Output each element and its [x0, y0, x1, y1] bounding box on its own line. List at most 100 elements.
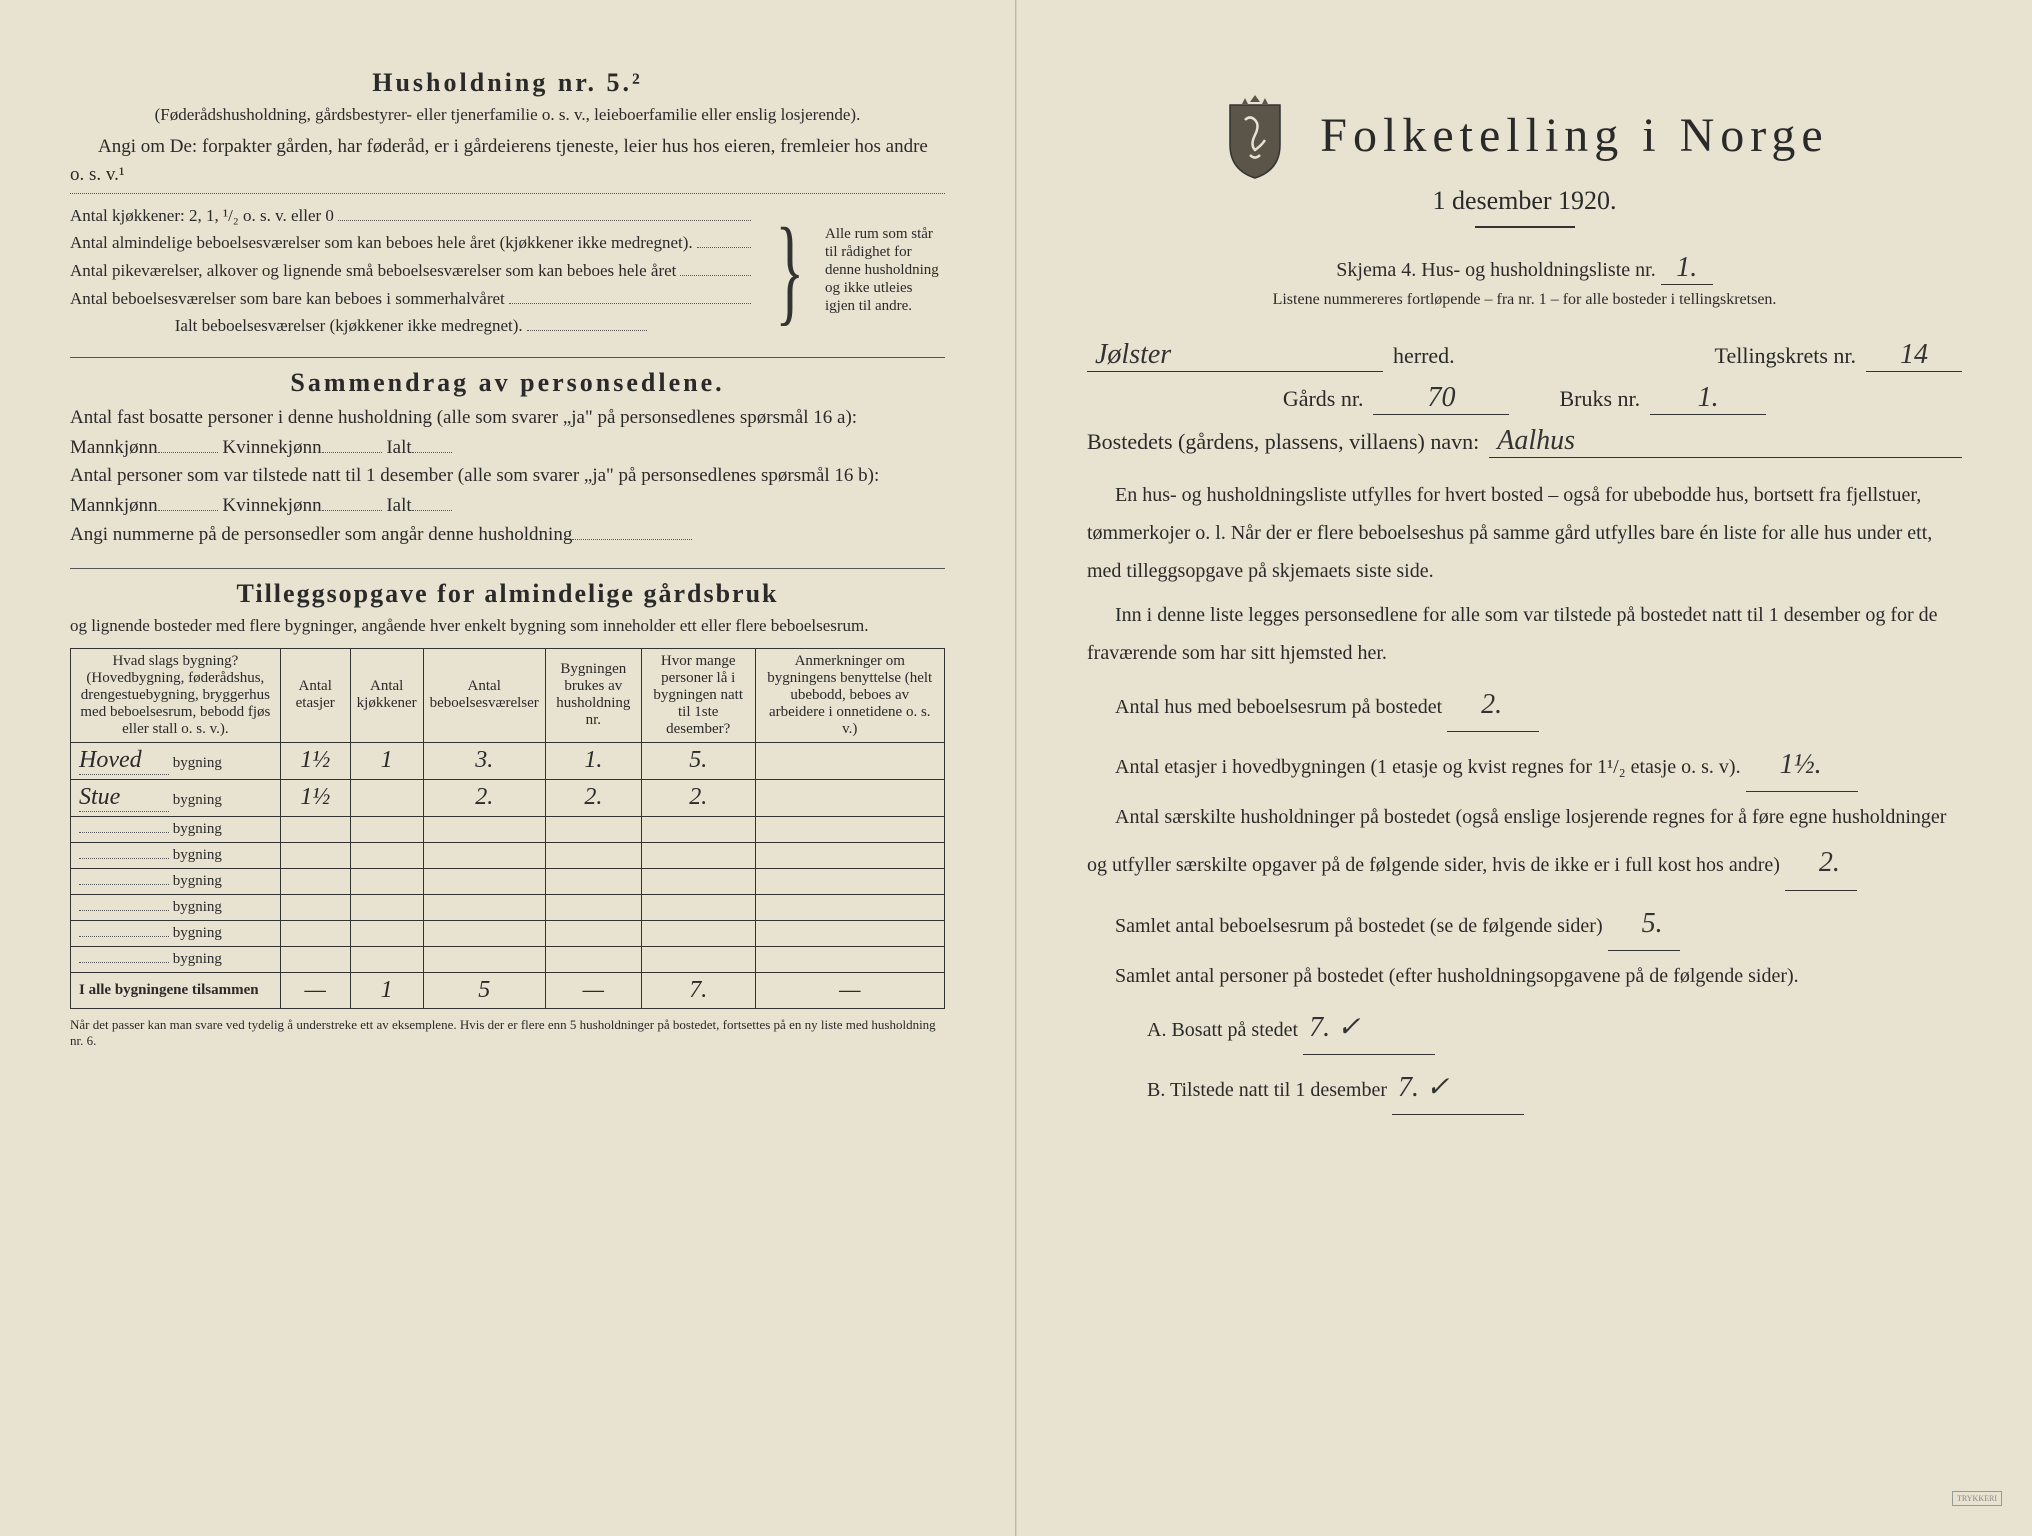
line-a: Antal almindelige beboelsesværelser som … [70, 232, 693, 255]
cell-hushold: 1. [545, 742, 641, 779]
tot-kjokken: 1 [350, 972, 423, 1008]
bruks-label: Bruks nr. [1559, 386, 1640, 412]
cell-beboelse: 2. [423, 779, 545, 816]
gards-value: 70 [1373, 382, 1509, 415]
cell-etasjer [280, 868, 350, 894]
samlet-rum-value: 5. [1608, 897, 1680, 951]
footnote: Når det passer kan man svare ved tydelig… [70, 1017, 945, 1050]
cell-kjokken [350, 894, 423, 920]
bosatt-row: A. Bosatt på stedet 7. ✓ [1147, 1001, 1962, 1055]
husholdning-sub: (Føderådshusholdning, gårdsbestyrer- ell… [70, 104, 945, 127]
cell-hushold [545, 868, 641, 894]
bygning-table: Hvad slags bygning? (Hovedbygning, føder… [70, 648, 945, 1009]
cell-hushold [545, 920, 641, 946]
cell-anm [755, 894, 944, 920]
th-2: Antal kjøkkener [350, 648, 423, 742]
cell-hushold [545, 946, 641, 972]
angi-nummerne: Angi nummerne på de personsedler som ang… [70, 520, 945, 550]
cell-etasjer [280, 894, 350, 920]
samlet-rum-row: Samlet antal beboelsesrum på bostedet (s… [1087, 897, 1962, 951]
sammendrag-1: Antal fast bosatte personer i denne hush… [70, 404, 945, 462]
row-name: Hoved bygning [71, 742, 281, 779]
saerskilte-row: Antal særskilte husholdninger på bostede… [1087, 798, 1962, 890]
bosted-value: Aalhus [1489, 425, 1962, 458]
table-row: Stue bygning1½2.2.2. [71, 779, 945, 816]
cell-hushold [545, 842, 641, 868]
cell-kjokken [350, 868, 423, 894]
tellingskrets-value: 14 [1866, 339, 1962, 372]
cell-personer [641, 894, 755, 920]
cell-etasjer [280, 842, 350, 868]
gards-label: Gårds nr. [1283, 386, 1364, 412]
cell-personer [641, 842, 755, 868]
bosted-row: Bostedets (gårdens, plassens, villaens) … [1087, 425, 1962, 458]
title-block: Folketelling i Norge 1 desember 1920. [1087, 90, 1962, 228]
table-row: bygning [71, 842, 945, 868]
table-row: bygning [71, 920, 945, 946]
cell-kjokken: 1 [350, 742, 423, 779]
skjema-nr: 1. [1661, 252, 1713, 285]
table-row: bygning [71, 946, 945, 972]
bosatt-value: 7. ✓ [1303, 1001, 1435, 1055]
cell-kjokken [350, 946, 423, 972]
brace-icon: } [776, 210, 805, 330]
cell-etasjer [280, 920, 350, 946]
herred-label: herred. [1393, 343, 1455, 369]
row-name: bygning [71, 842, 281, 868]
tillegg-title: Tilleggsopgave for almindelige gårdsbruk [70, 579, 945, 609]
listene-line: Listene nummereres fortløpende – fra nr.… [1087, 291, 1962, 309]
cell-anm [755, 868, 944, 894]
cell-beboelse [423, 946, 545, 972]
cell-etasjer: 1½ [280, 779, 350, 816]
cell-anm [755, 816, 944, 842]
cell-etasjer [280, 816, 350, 842]
th-6: Anmerkninger om bygningens benyttelse (h… [755, 648, 944, 742]
row-name: bygning [71, 894, 281, 920]
sammendrag-title: Sammendrag av personsedlene. [70, 368, 945, 398]
table-row: Hoved bygning1½13.1.5. [71, 742, 945, 779]
cell-kjokken [350, 920, 423, 946]
th-3: Antal beboelsesværelser [423, 648, 545, 742]
cell-anm [755, 946, 944, 972]
bosted-label: Bostedets (gårdens, plassens, villaens) … [1087, 429, 1479, 455]
tilstede-value: 7. ✓ [1392, 1061, 1524, 1115]
cell-personer: 2. [641, 779, 755, 816]
body-text: En hus- og husholdningsliste utfylles fo… [1087, 476, 1962, 1115]
table-row: bygning [71, 894, 945, 920]
cell-anm [755, 779, 944, 816]
cell-anm [755, 742, 944, 779]
cell-anm [755, 842, 944, 868]
tilstede-row: B. Tilstede natt til 1 desember 7. ✓ [1147, 1061, 1962, 1115]
sammendrag-2: Antal personer som var tilstede natt til… [70, 462, 945, 520]
cell-personer [641, 816, 755, 842]
cell-hushold: 2. [545, 779, 641, 816]
cell-hushold [545, 816, 641, 842]
cell-kjokken [350, 816, 423, 842]
cell-beboelse: 3. [423, 742, 545, 779]
tot-personer: 7. [641, 972, 755, 1008]
ialt-line: Ialt beboelsesværelser (kjøkkener ikke m… [175, 315, 523, 338]
line-c: Antal beboelsesværelser som bare kan beb… [70, 288, 505, 311]
saerskilte-value: 2. [1785, 836, 1857, 890]
left-page: Husholdning nr. 5.² (Føderådshusholdning… [0, 0, 1016, 1536]
para2: Inn i denne liste legges personsedlene f… [1087, 596, 1962, 672]
cell-personer: 5. [641, 742, 755, 779]
cell-etasjer [280, 946, 350, 972]
table-row: bygning [71, 816, 945, 842]
row-name: Stue bygning [71, 779, 281, 816]
printer-stamp: TRYKKERI [1952, 1491, 2002, 1506]
samlet-personer-label: Samlet antal personer på bostedet (efter… [1087, 957, 1962, 995]
cell-beboelse [423, 842, 545, 868]
bruks-value: 1. [1650, 382, 1766, 415]
th-1: Antal etasjer [280, 648, 350, 742]
table-row: bygning [71, 868, 945, 894]
herred-value: Jølster [1087, 339, 1383, 372]
cell-beboelse [423, 920, 545, 946]
gards-row: Gårds nr. 70 Bruks nr. 1. [1087, 382, 1962, 415]
kjokken-line: Antal kjøkkener: 2, 1, ¹/₂ o. s. v. elle… [70, 205, 334, 228]
cell-beboelse [423, 894, 545, 920]
cell-etasjer: 1½ [280, 742, 350, 779]
antal-hus-row: Antal hus med beboelsesrum på bostedet 2… [1087, 678, 1962, 732]
tillegg-sub: og lignende bosteder med flere bygninger… [70, 615, 945, 638]
cell-personer [641, 868, 755, 894]
